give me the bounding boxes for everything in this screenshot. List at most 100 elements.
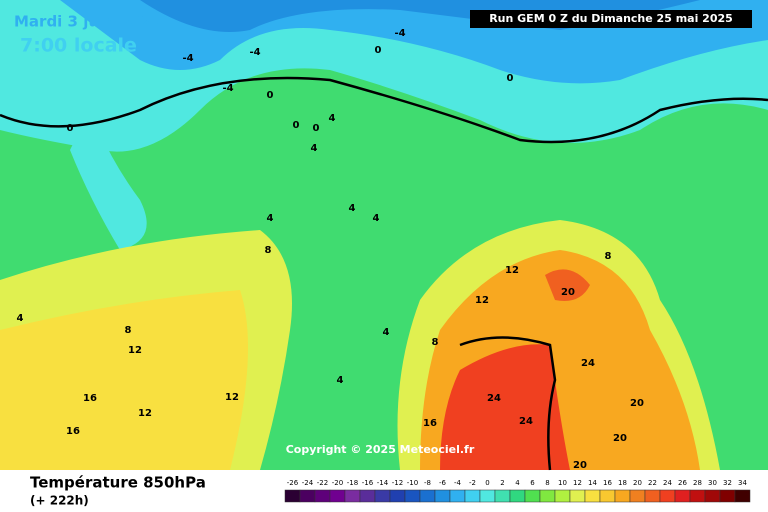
zone-cold-west xyxy=(70,110,147,250)
zone-warmer-west xyxy=(0,290,248,470)
time-text: 7:00 locale xyxy=(20,35,137,57)
contour-label: 12 xyxy=(475,295,489,306)
scale-box xyxy=(734,489,751,503)
scale-box xyxy=(509,489,526,503)
contour-label: 8 xyxy=(265,245,272,256)
scale-box xyxy=(404,489,421,503)
contour-label: 4 xyxy=(311,143,318,154)
scale-box xyxy=(629,489,646,503)
date-text: Mardi 3 juin 2025 xyxy=(14,13,162,31)
contour-label: 12 xyxy=(505,265,519,276)
scale-label: 2 xyxy=(500,479,504,487)
scale-label: 32 xyxy=(723,479,732,487)
scale-label: -6 xyxy=(439,479,447,487)
contour-label: -4 xyxy=(182,53,193,64)
contour-label: 0 xyxy=(267,90,274,101)
scale-label: 34 xyxy=(738,479,747,487)
zone-hot-alps xyxy=(545,269,590,301)
scale-box xyxy=(434,489,451,503)
scale-box xyxy=(479,489,496,503)
contour-label: 0 xyxy=(313,123,320,134)
contour-label: 0 xyxy=(293,120,300,131)
contour-label: 4 xyxy=(17,313,24,324)
contour-label: 4 xyxy=(383,327,390,338)
scale-box xyxy=(449,489,466,503)
scale-box xyxy=(329,489,346,503)
scale-label: -24 xyxy=(302,479,314,487)
contour-label: 8 xyxy=(125,325,132,336)
contour-label: 16 xyxy=(83,393,97,404)
contour-label: 4 xyxy=(337,375,344,386)
scale-label: -8 xyxy=(424,479,431,487)
scale-label: 14 xyxy=(588,479,597,487)
footer-lead: (+ 222h) xyxy=(30,494,89,508)
scale-box xyxy=(554,489,571,503)
footer-title: Température 850hPa xyxy=(30,474,206,492)
scale-box xyxy=(374,489,391,503)
scale-box xyxy=(464,489,481,503)
run-text: Run GEM 0 Z du Dimanche 25 mai 2025 xyxy=(489,12,733,25)
scale-label: 6 xyxy=(530,479,535,487)
contour-label: 0 xyxy=(507,73,514,84)
scale-label: 10 xyxy=(558,479,567,487)
contour-label: 12 xyxy=(128,345,142,356)
contour-label: 0 xyxy=(67,123,74,134)
contour-label: 20 xyxy=(613,433,627,444)
contour-line xyxy=(0,76,768,144)
contour-label: 8 xyxy=(605,251,612,262)
scale-label: -18 xyxy=(347,479,358,487)
scale-box xyxy=(614,489,631,503)
scale-label: -10 xyxy=(407,479,418,487)
contour-label: 24 xyxy=(581,358,595,369)
scale-label: 4 xyxy=(515,479,520,487)
contour-label: 20 xyxy=(630,398,644,409)
scale-box xyxy=(599,489,616,503)
contour-label: 24 xyxy=(519,416,533,427)
scale-label: -26 xyxy=(287,479,299,487)
contour-label: 4 xyxy=(267,213,274,224)
contour-label: 4 xyxy=(349,203,356,214)
scale-box xyxy=(344,489,361,503)
scale-label: 24 xyxy=(663,479,672,487)
contour-label: -4 xyxy=(249,47,260,58)
scale-label: 16 xyxy=(603,479,612,487)
scale-box xyxy=(569,489,586,503)
scale-box xyxy=(359,489,376,503)
scale-label: 0 xyxy=(485,479,489,487)
contour-label: 24 xyxy=(487,393,501,404)
contour-label: 8 xyxy=(432,337,439,348)
contour-label: 20 xyxy=(561,287,575,298)
run-banner xyxy=(470,10,752,28)
scale-label: 26 xyxy=(678,479,687,487)
scale-box xyxy=(299,489,316,503)
contour-label: -4 xyxy=(222,83,233,94)
scale-box xyxy=(674,489,691,503)
scale-label: -22 xyxy=(317,479,328,487)
scale-label: 12 xyxy=(573,479,582,487)
scale-box xyxy=(644,489,661,503)
contour-label: 12 xyxy=(138,408,152,419)
zone-hotter xyxy=(440,344,570,470)
scale-box xyxy=(314,489,331,503)
scale-label: -12 xyxy=(392,479,403,487)
scale-label: -14 xyxy=(377,479,389,487)
scale-box xyxy=(704,489,721,503)
scale-box xyxy=(494,489,511,503)
contour-label: 4 xyxy=(373,213,380,224)
scale-box xyxy=(719,489,736,503)
contour-label: 0 xyxy=(375,45,382,56)
contour-label: 16 xyxy=(66,426,80,437)
scale-label: 18 xyxy=(618,479,627,487)
scale-label: 20 xyxy=(633,479,642,487)
contour-label: 16 xyxy=(423,418,437,429)
scale-box xyxy=(539,489,556,503)
contour-label: 20 xyxy=(573,460,587,471)
scale-label: 8 xyxy=(545,479,549,487)
copyright: Copyright © 2025 Meteociel.fr xyxy=(286,443,475,456)
scale-label: -16 xyxy=(362,479,374,487)
scale-label: 30 xyxy=(708,479,717,487)
scale-label: 28 xyxy=(693,479,702,487)
scale-box xyxy=(389,489,406,503)
